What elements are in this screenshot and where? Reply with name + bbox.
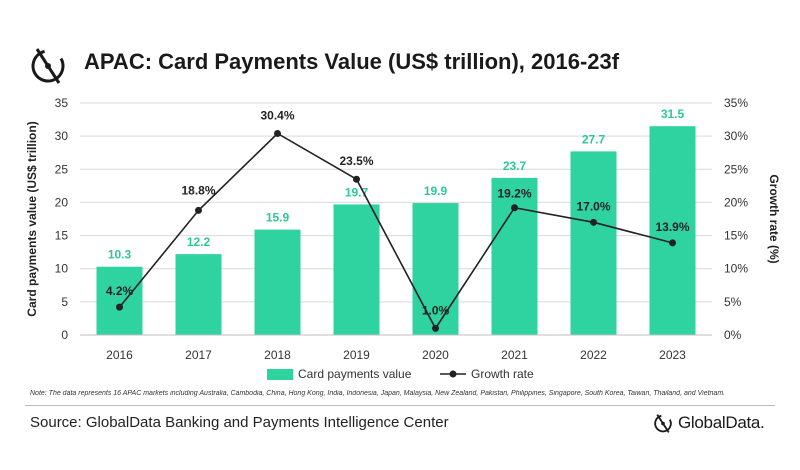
legend-line-marker (449, 370, 457, 378)
growth-rate-point (669, 239, 676, 247)
y2-tick-label: 15% (724, 229, 748, 243)
legend-line-label: Growth rate (471, 367, 534, 381)
brand-logo-icon (654, 414, 672, 433)
x-tick-label: 2016 (106, 348, 133, 362)
bar (254, 229, 301, 335)
brand: GlobalData. (652, 410, 765, 436)
growth-rate-label: 23.5% (339, 154, 373, 168)
x-tick-label: 2023 (659, 348, 686, 362)
y2-tick-label: 0% (724, 328, 742, 342)
bar-value-label: 23.7 (503, 159, 527, 173)
growth-rate-label: 19.2% (497, 187, 531, 201)
bar (412, 203, 459, 335)
brand-name: GlobalData. (678, 413, 765, 432)
growth-rate-label: 18.8% (181, 183, 215, 197)
bar (333, 204, 380, 335)
y-tick-label: 20 (55, 195, 69, 209)
bar (491, 177, 538, 335)
x-tick-label: 2020 (422, 348, 449, 362)
y2-tick-label: 30% (724, 129, 748, 143)
y-tick-label: 35 (55, 96, 69, 110)
growth-rate-label: 1.0% (422, 303, 450, 317)
growth-rate-point (432, 324, 439, 332)
bar-value-label: 19.7 (345, 185, 369, 199)
x-tick-label: 2017 (185, 348, 212, 362)
y-tick-label: 30 (55, 129, 69, 143)
bar-value-label: 19.9 (424, 184, 448, 198)
source-text: Source: GlobalData Banking and Payments … (30, 414, 449, 431)
bar (175, 254, 222, 335)
bar-value-label: 10.3 (108, 248, 132, 262)
bar-value-label: 31.5 (661, 107, 685, 121)
legend-bar-swatch (267, 369, 293, 380)
footnote: Note: The data represents 16 APAC market… (30, 390, 726, 397)
x-tick-label: 2019 (343, 348, 370, 362)
growth-rate-label: 4.2% (106, 284, 134, 298)
bar (96, 266, 143, 335)
bar (649, 126, 696, 335)
growth-rate-point (116, 303, 123, 311)
y-tick-label: 10 (55, 262, 69, 276)
growth-rate-point (195, 206, 202, 214)
y-axis-label: Card payments value (US$ trillion) (25, 121, 39, 316)
growth-rate-point (353, 175, 360, 183)
x-tick-label: 2018 (264, 348, 291, 362)
chart: 0 5 10 15 20 25 30 35 0% 5% 10% 15% 20% 25% 30% 35% Card… (25, 96, 781, 381)
growth-rate-point (511, 204, 518, 212)
growth-rate-line (118, 132, 673, 330)
x-tick-label: 2022 (580, 348, 607, 362)
growth-rate-point (274, 129, 281, 137)
legend-bar-label: Card payments value (298, 367, 412, 381)
y2-tick-label: 25% (724, 162, 748, 176)
bar-value-label: 12.2 (187, 235, 211, 249)
y-tick-label: 5 (61, 295, 68, 309)
divider (25, 405, 775, 406)
globaldata-logo-icon (31, 48, 65, 84)
y2-tick-label: 35% (724, 96, 748, 110)
bar-value-label: 15.9 (266, 211, 290, 225)
y-tick-label: 25 (55, 162, 69, 176)
x-tick-label: 2021 (501, 348, 528, 362)
growth-rate-point (590, 218, 597, 226)
y2-tick-label: 10% (724, 262, 748, 276)
chart-title: APAC: Card Payments Value (US$ trillion)… (84, 49, 620, 74)
y-tick-label: 15 (55, 229, 69, 243)
growth-rate-label: 13.9% (655, 220, 689, 234)
bar (570, 151, 617, 335)
growth-rate-label: 30.4% (260, 108, 294, 122)
header: APAC: Card Payments Value (US$ trillion)… (0, 0, 800, 100)
y2-tick-label: 5% (724, 295, 742, 309)
y2-tick-label: 20% (724, 195, 748, 209)
bar-value-label: 27.7 (582, 132, 606, 146)
growth-rate-label: 17.0% (576, 199, 610, 213)
y2-axis-label: Growth rate (%) (767, 174, 781, 263)
y-tick-label: 0 (61, 328, 68, 342)
